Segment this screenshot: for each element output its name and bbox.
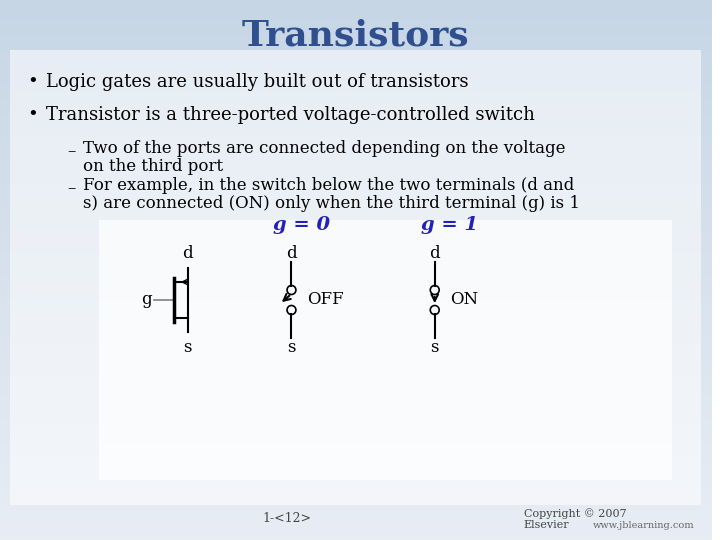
Text: d: d [429, 245, 440, 261]
Text: www.jblearning.com: www.jblearning.com [593, 521, 694, 530]
Text: Transistor is a three-ported voltage-controlled switch: Transistor is a three-ported voltage-con… [46, 106, 535, 124]
Text: •: • [27, 106, 38, 124]
Text: d: d [286, 245, 297, 261]
Text: s: s [287, 339, 296, 355]
Text: d: d [182, 245, 193, 261]
Text: ON: ON [451, 292, 479, 308]
Text: For example, in the switch below the two terminals (d and: For example, in the switch below the two… [83, 177, 575, 194]
Text: •: • [27, 73, 38, 91]
Text: on the third port: on the third port [83, 158, 223, 175]
FancyBboxPatch shape [10, 50, 701, 505]
FancyBboxPatch shape [99, 220, 672, 480]
Text: Two of the ports are connected depending on the voltage: Two of the ports are connected depending… [83, 140, 565, 157]
Text: Elsevier: Elsevier [523, 520, 570, 530]
Text: Logic gates are usually built out of transistors: Logic gates are usually built out of tra… [46, 73, 469, 91]
Text: –: – [67, 180, 76, 197]
Text: –: – [67, 143, 76, 160]
Text: Copyright © 2007: Copyright © 2007 [523, 509, 626, 519]
Text: OFF: OFF [307, 292, 344, 308]
Text: g = 0: g = 0 [273, 216, 330, 234]
Text: Transistors: Transistors [242, 18, 469, 52]
Text: s: s [431, 339, 439, 355]
Text: s: s [184, 339, 192, 355]
Text: g = 1: g = 1 [421, 216, 478, 234]
Text: s) are connected (ON) only when the third terminal (g) is 1: s) are connected (ON) only when the thir… [83, 195, 580, 212]
Text: 1-<12>: 1-<12> [262, 511, 311, 524]
Text: g: g [141, 292, 151, 308]
